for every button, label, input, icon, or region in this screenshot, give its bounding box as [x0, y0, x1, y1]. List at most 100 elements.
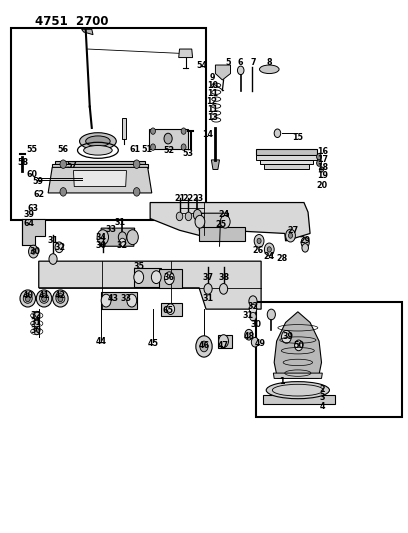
Text: 58: 58: [17, 158, 28, 167]
Polygon shape: [150, 203, 310, 241]
Polygon shape: [22, 219, 45, 245]
Ellipse shape: [84, 146, 112, 155]
Circle shape: [204, 284, 212, 294]
Circle shape: [97, 230, 109, 245]
Circle shape: [133, 160, 140, 168]
Polygon shape: [101, 292, 137, 309]
Polygon shape: [73, 171, 126, 187]
Ellipse shape: [23, 294, 32, 303]
Circle shape: [60, 160, 67, 168]
Circle shape: [249, 304, 257, 314]
Circle shape: [25, 295, 30, 302]
Text: 4751  2700: 4751 2700: [35, 15, 108, 28]
Circle shape: [267, 247, 271, 252]
Text: 33: 33: [120, 294, 131, 303]
Circle shape: [302, 244, 308, 252]
Circle shape: [181, 144, 186, 150]
Circle shape: [176, 212, 183, 221]
Circle shape: [196, 336, 212, 357]
Polygon shape: [273, 373, 322, 378]
Text: 22: 22: [183, 194, 194, 203]
Text: 50: 50: [293, 341, 304, 350]
Text: 20: 20: [317, 181, 328, 190]
Text: 11: 11: [207, 105, 217, 114]
Text: 4: 4: [319, 402, 325, 410]
Text: 49: 49: [255, 340, 266, 348]
Text: 60: 60: [27, 171, 37, 179]
Polygon shape: [218, 335, 232, 348]
Circle shape: [286, 229, 295, 242]
Circle shape: [42, 295, 47, 302]
Bar: [11, 28, 206, 220]
Circle shape: [33, 311, 40, 320]
Text: 1: 1: [279, 377, 284, 385]
Circle shape: [151, 144, 155, 150]
Text: 12: 12: [206, 97, 218, 106]
Circle shape: [257, 238, 261, 244]
Ellipse shape: [53, 290, 68, 307]
Text: 8: 8: [266, 59, 272, 67]
Circle shape: [249, 296, 257, 306]
Text: 30: 30: [96, 241, 106, 249]
Circle shape: [134, 271, 144, 284]
Text: 31: 31: [31, 318, 41, 327]
Circle shape: [250, 312, 256, 321]
Circle shape: [301, 237, 309, 248]
Circle shape: [34, 320, 40, 327]
Circle shape: [55, 242, 63, 253]
Text: 10: 10: [207, 81, 217, 90]
Circle shape: [245, 329, 253, 340]
Text: 5: 5: [226, 59, 231, 67]
Text: 32: 32: [247, 302, 259, 311]
Text: 19: 19: [317, 172, 328, 180]
Text: 42: 42: [55, 292, 66, 300]
Bar: [256, 302, 402, 417]
Circle shape: [254, 235, 264, 247]
Text: 54: 54: [197, 61, 207, 69]
Polygon shape: [264, 164, 309, 169]
Text: 64: 64: [24, 220, 35, 228]
Text: 34: 34: [96, 233, 106, 242]
Circle shape: [267, 309, 275, 320]
Circle shape: [219, 335, 228, 348]
Text: 30: 30: [31, 326, 41, 335]
Text: 62: 62: [33, 190, 44, 199]
Polygon shape: [260, 160, 313, 164]
Text: 27: 27: [287, 226, 299, 235]
Text: 39: 39: [282, 333, 293, 341]
Text: 48: 48: [244, 333, 255, 341]
Circle shape: [193, 209, 202, 220]
Circle shape: [119, 238, 126, 247]
Text: 21: 21: [174, 194, 185, 203]
Circle shape: [237, 66, 244, 75]
Text: 23: 23: [192, 194, 203, 203]
Text: 32: 32: [30, 311, 42, 320]
Ellipse shape: [259, 65, 279, 74]
Text: 30: 30: [251, 320, 262, 328]
Polygon shape: [215, 65, 231, 80]
Text: 24: 24: [218, 210, 229, 219]
Text: 18: 18: [317, 164, 328, 172]
Polygon shape: [179, 49, 193, 58]
Circle shape: [101, 294, 111, 307]
Circle shape: [319, 167, 324, 172]
Text: 37: 37: [203, 273, 213, 281]
Circle shape: [133, 188, 140, 196]
Ellipse shape: [266, 382, 329, 399]
Text: 3: 3: [319, 393, 325, 401]
Circle shape: [29, 245, 38, 258]
Text: 15: 15: [293, 133, 303, 142]
Circle shape: [127, 294, 137, 307]
Text: 14: 14: [203, 130, 213, 139]
Text: 46: 46: [199, 341, 209, 350]
Text: 59: 59: [32, 177, 43, 185]
Text: 9: 9: [209, 73, 215, 82]
Text: 52: 52: [164, 146, 175, 155]
Polygon shape: [55, 161, 145, 165]
Polygon shape: [48, 167, 152, 193]
Text: 28: 28: [276, 254, 287, 263]
Polygon shape: [263, 395, 335, 404]
Text: 40: 40: [22, 292, 33, 300]
Text: 11: 11: [207, 89, 217, 98]
Circle shape: [181, 128, 186, 134]
